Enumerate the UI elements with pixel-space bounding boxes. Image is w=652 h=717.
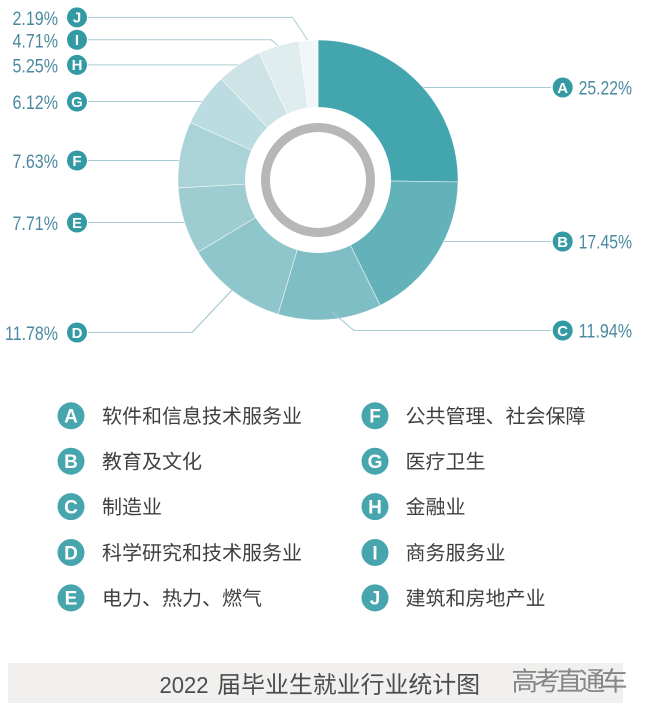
svg-text:C: C xyxy=(557,323,568,340)
svg-text:E: E xyxy=(72,215,82,232)
svg-text:11.94%: 11.94% xyxy=(579,321,633,342)
svg-text:I: I xyxy=(372,543,377,564)
svg-text:5.25%: 5.25% xyxy=(13,57,59,78)
svg-text:C: C xyxy=(64,497,78,518)
svg-text:F: F xyxy=(72,153,81,170)
svg-text:H: H xyxy=(72,57,83,74)
svg-text:J: J xyxy=(370,589,381,610)
svg-text:A: A xyxy=(64,407,78,428)
svg-text:6.12%: 6.12% xyxy=(13,93,59,114)
svg-text:D: D xyxy=(72,325,83,342)
svg-text:E: E xyxy=(65,589,78,610)
svg-text:2022: 2022 xyxy=(160,672,209,698)
svg-text:17.45%: 17.45% xyxy=(579,232,633,253)
svg-text:I: I xyxy=(75,32,79,49)
svg-text:25.22%: 25.22% xyxy=(579,78,633,99)
svg-text:B: B xyxy=(64,452,78,473)
svg-text:2.19%: 2.19% xyxy=(13,9,59,30)
svg-text:B: B xyxy=(557,234,568,251)
svg-text:4.71%: 4.71% xyxy=(13,31,59,52)
svg-text:G: G xyxy=(71,94,83,111)
svg-text:7.63%: 7.63% xyxy=(13,152,59,173)
svg-text:A: A xyxy=(557,80,568,97)
svg-text:11.78%: 11.78% xyxy=(5,324,58,345)
svg-text:D: D xyxy=(64,543,78,564)
svg-text:G: G xyxy=(368,452,383,473)
svg-text:7.71%: 7.71% xyxy=(13,214,59,235)
svg-text:H: H xyxy=(368,497,382,518)
svg-text:J: J xyxy=(73,10,81,27)
svg-text:F: F xyxy=(369,407,381,428)
